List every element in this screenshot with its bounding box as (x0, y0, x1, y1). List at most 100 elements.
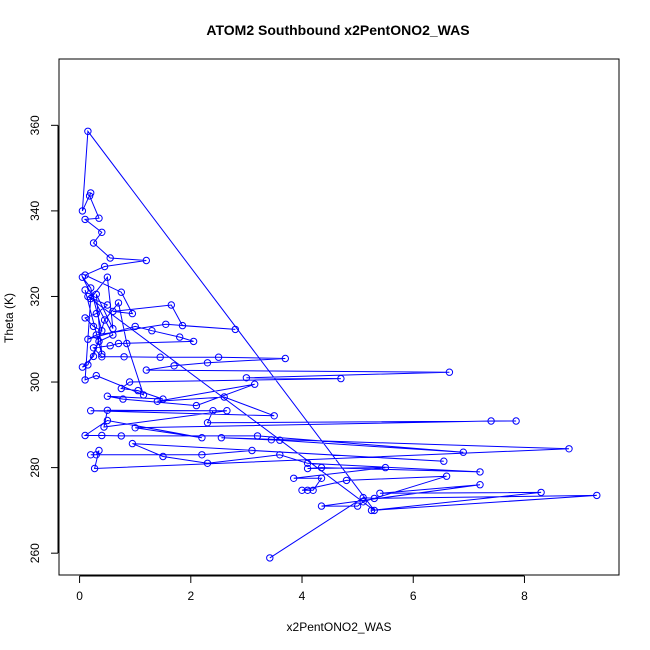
data-point (267, 436, 276, 444)
data-point (337, 374, 345, 383)
data-point (159, 452, 167, 461)
data-point (98, 350, 106, 358)
data-point (100, 262, 109, 271)
x-tick-label: 2 (187, 589, 194, 603)
data-point (81, 431, 89, 440)
data-point (131, 322, 139, 331)
data-point (537, 488, 545, 497)
data-point (92, 371, 101, 380)
data-point (298, 486, 306, 494)
data-point (128, 439, 137, 448)
data-point (95, 446, 103, 455)
data-point (148, 327, 156, 335)
data-point (156, 353, 164, 361)
data-point (90, 464, 99, 473)
data-point (317, 502, 326, 510)
y-axis: 260 280 300 320 340 360 (28, 115, 59, 563)
data-point (109, 324, 117, 333)
data-point (98, 353, 106, 361)
data-point (84, 127, 92, 136)
data-point (209, 407, 217, 415)
data-point (381, 463, 390, 472)
data-point (117, 384, 126, 393)
y-tick-label: 360 (28, 115, 42, 135)
data-point (81, 314, 89, 322)
data-point (87, 407, 95, 415)
data-point (231, 325, 240, 334)
data-point (512, 417, 520, 425)
data-point (78, 363, 87, 371)
data-point (142, 366, 151, 374)
data-point (162, 320, 170, 328)
data-point (192, 401, 201, 410)
data-point (303, 486, 312, 494)
data-point (459, 448, 467, 456)
data-point (81, 286, 89, 294)
data-point (176, 333, 184, 341)
data-point (98, 431, 106, 440)
data-point (117, 432, 126, 440)
x-tick-label: 4 (299, 589, 306, 603)
chart-title: ATOM2 Southbound x2PentONO2_WAS (206, 22, 469, 38)
data-point (198, 451, 206, 459)
data-point (487, 417, 495, 425)
data-point (167, 301, 176, 309)
data-point (317, 474, 326, 482)
x-axis-label: x2PentONO2_WAS (287, 620, 392, 634)
data-point (89, 322, 98, 331)
data-point (359, 498, 367, 506)
data-point (309, 486, 317, 494)
data-point (92, 331, 101, 339)
data-point (476, 468, 484, 476)
data-point (189, 337, 198, 346)
data-point (565, 445, 573, 453)
data-point (214, 353, 223, 361)
data-point (217, 434, 226, 442)
data-point (117, 288, 126, 296)
data-point (125, 378, 134, 386)
x-tick-label: 8 (521, 589, 528, 603)
data-point (359, 493, 367, 502)
data-point (78, 273, 87, 281)
data-point (123, 339, 131, 348)
data-point (89, 239, 98, 247)
data-point (281, 354, 289, 363)
data-point (103, 406, 112, 414)
data-point (131, 424, 139, 432)
data-point (87, 189, 95, 197)
data-point (100, 423, 108, 431)
data-point (203, 359, 212, 367)
data-point (100, 316, 109, 324)
data-point (248, 446, 256, 455)
data-point (103, 392, 112, 400)
x-axis: 0 2 4 6 8 (76, 575, 528, 603)
data-point (81, 376, 89, 384)
data-point (128, 309, 137, 318)
data-point (445, 368, 454, 376)
data-point (178, 321, 187, 330)
series-line (81, 129, 597, 559)
data-point (81, 215, 89, 224)
data-point (95, 214, 103, 222)
data-point (198, 434, 206, 442)
data-point (270, 412, 278, 420)
data-point (98, 327, 106, 335)
data-point (376, 489, 384, 497)
data-point (170, 362, 178, 370)
data-point (114, 339, 123, 348)
data-point (120, 353, 128, 361)
data-point (119, 395, 127, 403)
data-point (109, 307, 117, 316)
data-point (276, 451, 284, 459)
y-tick-label: 320 (28, 286, 42, 306)
plot-area-frame (58, 58, 620, 576)
data-point (159, 395, 167, 403)
data-point (139, 391, 148, 399)
data-point (103, 301, 112, 309)
data-point (84, 335, 92, 343)
data-point (89, 352, 98, 361)
data-point (442, 472, 451, 480)
y-tick-label: 340 (28, 201, 42, 221)
x-tick-label: 0 (76, 589, 83, 603)
